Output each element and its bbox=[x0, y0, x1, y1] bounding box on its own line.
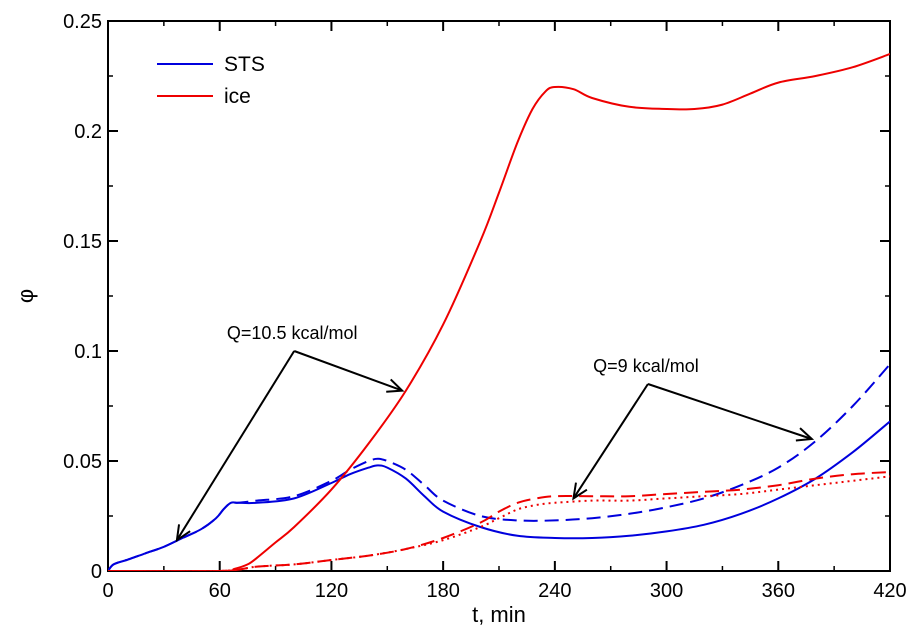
x-tick-label: 0 bbox=[102, 580, 113, 602]
series-line-1-unnamed-dashed bbox=[108, 363, 890, 571]
annotation-arrow-head bbox=[175, 524, 191, 543]
legend: STS ice bbox=[157, 53, 265, 108]
annotation-arrow-line bbox=[572, 383, 649, 499]
annotation-arrow-line bbox=[293, 350, 403, 392]
annotation-layer: Q=10.5 kcal/mol Q=9 kcal/mol bbox=[175, 323, 815, 543]
x-tick-label: 120 bbox=[315, 580, 348, 602]
y-tick-label: 0.2 bbox=[74, 121, 102, 143]
series-line-2-ice-solid bbox=[108, 53, 890, 571]
y-tick-label: 0.05 bbox=[63, 451, 102, 473]
x-tick-label: 60 bbox=[209, 580, 231, 602]
series-layer bbox=[108, 53, 890, 571]
series-line-0-sts-solid bbox=[108, 420, 890, 571]
axis-ticks: 0 60 120 180 240 300 360 420 0 0.05 0.1 0.15 0.2 0.25 bbox=[63, 11, 907, 602]
x-tick-label: 300 bbox=[650, 580, 683, 602]
y-tick-label: 0.1 bbox=[74, 341, 102, 363]
y-tick-label: 0 bbox=[91, 561, 102, 583]
annotation-label: Q=10.5 kcal/mol bbox=[227, 323, 358, 343]
annotation-arrow-line bbox=[647, 383, 813, 440]
annotation-arrow-line bbox=[176, 350, 296, 541]
y-axis-title: φ bbox=[13, 289, 38, 303]
x-tick-label: 240 bbox=[538, 580, 571, 602]
y-tick-label: 0.25 bbox=[63, 11, 102, 33]
x-tick-label: 360 bbox=[762, 580, 795, 602]
y-tick-label: 0.15 bbox=[63, 231, 102, 253]
x-tick-label: 420 bbox=[873, 580, 906, 602]
annotation-arrow-head bbox=[572, 482, 588, 501]
legend-label-ice: ice bbox=[224, 85, 251, 108]
annotation-label: Q=9 kcal/mol bbox=[593, 356, 699, 376]
series-line-4-unnamed-dotted bbox=[108, 475, 890, 571]
annotation-arrow-head bbox=[386, 378, 405, 393]
x-tick-label: 180 bbox=[426, 580, 459, 602]
legend-label-sts: STS bbox=[224, 53, 265, 76]
series-line-3-unnamed-dashed bbox=[108, 471, 890, 571]
x-axis-title: t, min bbox=[472, 602, 526, 627]
annotation-arrow-head bbox=[795, 427, 815, 442]
